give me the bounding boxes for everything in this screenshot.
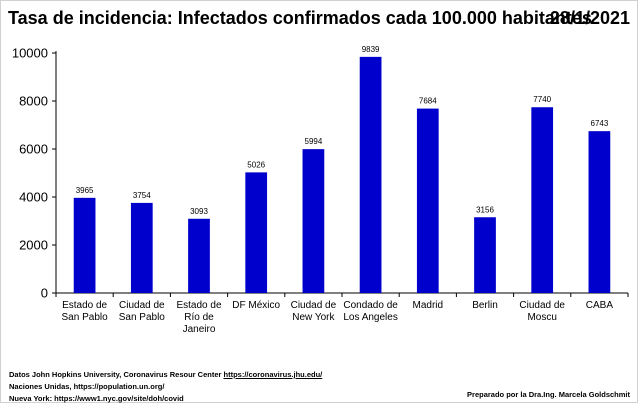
- data-label: 3156: [476, 205, 494, 214]
- category-label: Condado de: [343, 300, 398, 311]
- bar: [588, 131, 611, 293]
- author-credit: Preparado por la Dra.Ing. Marcela Goldsc…: [467, 390, 630, 399]
- data-label: 9839: [362, 45, 380, 54]
- category-label: New York: [292, 312, 335, 323]
- category-label: Moscu: [527, 312, 556, 323]
- category-label: DF México: [232, 300, 280, 311]
- bar: [302, 149, 325, 293]
- source-line-1: Datos John Hopkins University, Coronavir…: [9, 369, 322, 381]
- data-label: 5994: [305, 137, 323, 146]
- bar: [531, 107, 554, 294]
- source-1-link[interactable]: https://coronavirus.jhu.edu/: [223, 370, 323, 379]
- data-label: 7684: [419, 97, 437, 106]
- bar: [416, 108, 439, 293]
- bar: [73, 197, 96, 293]
- data-label: 7740: [533, 95, 551, 104]
- y-tick-label: 10000: [12, 46, 48, 61]
- bar: [130, 202, 153, 293]
- category-label: Ciudad de: [119, 300, 165, 311]
- y-tick-label: 0: [41, 286, 48, 301]
- source-line-3: Nueva York: https://www1.nyc.gov/site/do…: [9, 394, 184, 403]
- bar: [359, 56, 382, 293]
- category-label: CABA: [586, 300, 614, 311]
- chart-title: Tasa de incidencia: Infectados confirmad…: [8, 8, 592, 28]
- data-label: 6743: [591, 119, 609, 128]
- category-label: Estado de: [176, 300, 221, 311]
- chart-footer: Datos John Hopkins University, Coronavir…: [9, 369, 322, 405]
- bar: [188, 218, 210, 293]
- category-label: Janeiro: [183, 324, 216, 335]
- source-line-2: Naciones Unidas, https://population.un.o…: [9, 382, 165, 391]
- y-tick-label: 6000: [19, 142, 48, 157]
- y-tick-label: 4000: [19, 190, 48, 205]
- category-label: Ciudad de: [519, 300, 565, 311]
- y-tick-label: 2000: [19, 238, 48, 253]
- category-label: Los Angeles: [343, 312, 398, 323]
- category-label: Estado de: [62, 300, 107, 311]
- data-label: 5026: [247, 160, 265, 169]
- category-label: San Pablo: [62, 312, 109, 323]
- chart-date: 28/1/2021: [549, 8, 630, 28]
- category-label: Río de: [184, 312, 214, 323]
- bar: [245, 172, 268, 293]
- category-label: Berlin: [472, 300, 498, 311]
- data-label: 3965: [76, 186, 94, 195]
- category-label: Ciudad de: [291, 300, 337, 311]
- data-label: 3754: [133, 191, 151, 200]
- source-1-text: Datos John Hopkins University, Coronavir…: [9, 370, 224, 379]
- y-tick-label: 8000: [19, 94, 48, 109]
- category-label: San Pablo: [119, 312, 166, 323]
- category-label: Madrid: [413, 300, 444, 311]
- bar: [474, 217, 496, 293]
- data-label: 3093: [190, 207, 208, 216]
